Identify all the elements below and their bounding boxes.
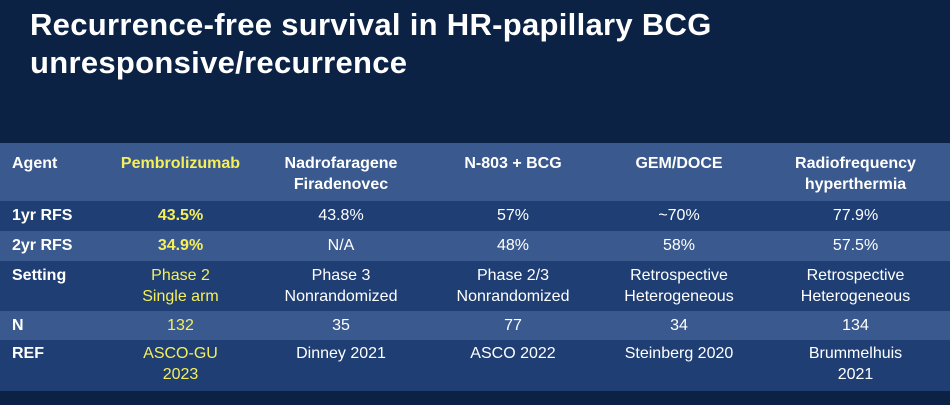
cell-gemdoce-setting: Retrospective Heterogeneous — [597, 261, 761, 311]
cell-pembrolizumab-1yr: 43.5% — [157, 207, 204, 224]
header-nadrofaragene: Nadrofaragene Firadenovec — [253, 143, 429, 201]
setting-line: Phase 2/3 — [476, 267, 550, 284]
cell-gemdoce-n: 34 — [670, 317, 688, 334]
cell-radiofrequency-setting: Retrospective Heterogeneous — [761, 261, 950, 311]
setting-line: Heterogeneous — [624, 288, 734, 305]
row-label-ref: REF — [12, 345, 44, 362]
ref-line: 2023 — [162, 366, 199, 383]
rfs-comparison-table: Agent Pembrolizumab Nadrofaragene Firade… — [0, 143, 950, 391]
cell-nadrofaragene-ref: Dinney 2021 — [253, 340, 429, 391]
ref-line: Steinberg 2020 — [624, 345, 734, 362]
cell-gemdoce-2yr: 58% — [662, 237, 696, 254]
cell-nadrofaragene-n: 35 — [332, 317, 350, 334]
cell-nadrofaragene-1yr: 43.8% — [318, 207, 364, 224]
ref-line: Dinney 2021 — [296, 345, 386, 362]
cell-gemdoce-ref: Steinberg 2020 — [597, 340, 761, 391]
table-row: 1yr RFS 43.5% 43.8% 57% ~70% 77.9% — [0, 201, 950, 231]
cell-n803-n: 77 — [504, 317, 522, 334]
header-n803-bcg: N-803 + BCG — [464, 155, 562, 172]
setting-line: Nonrandomized — [284, 288, 398, 305]
cell-nadrofaragene-setting: Phase 3 Nonrandomized — [253, 261, 429, 311]
header-radiofrequency-line2: hyperthermia — [804, 176, 907, 193]
setting-line: Retrospective — [806, 267, 905, 284]
ref-line: ASCO-GU — [143, 345, 218, 362]
header-radiofrequency: Radiofrequency hyperthermia — [761, 143, 950, 201]
cell-n803-setting: Phase 2/3 Nonrandomized — [429, 261, 597, 311]
setting-line: Retrospective — [630, 267, 728, 284]
row-label-setting: Setting — [12, 267, 67, 284]
ref-line: ASCO 2022 — [470, 345, 556, 362]
title-line-1: Recurrence-free survival in HR-papillary… — [30, 7, 712, 42]
cell-n803-ref: ASCO 2022 — [429, 340, 597, 391]
table-row: REF ASCO-GU 2023 Dinney 2021 ASCO 2022 S… — [0, 340, 950, 391]
setting-line: Single arm — [142, 288, 219, 305]
header-nadrofaragene-line1: Nadrofaragene — [284, 155, 398, 172]
slide-title: Recurrence-free survival in HR-papillary… — [30, 6, 712, 82]
cell-pembrolizumab-setting: Phase 2 Single arm — [108, 261, 253, 311]
setting-line: Heterogeneous — [800, 288, 911, 305]
header-gem-doce: GEM/DOCE — [635, 155, 723, 172]
cell-pembrolizumab-ref: ASCO-GU 2023 — [108, 340, 253, 391]
cell-radiofrequency-1yr: 77.9% — [832, 207, 879, 224]
cell-pembrolizumab-2yr: 34.9% — [157, 237, 204, 254]
cell-pembrolizumab-n: 132 — [167, 317, 194, 334]
cell-n803-2yr: 48% — [496, 237, 530, 254]
header-agent: Agent — [12, 155, 58, 172]
header-radiofrequency-line1: Radiofrequency — [795, 155, 916, 172]
row-label-2yr-rfs: 2yr RFS — [12, 237, 73, 254]
setting-line: Phase 2 — [151, 267, 210, 284]
ref-line: 2021 — [837, 366, 874, 383]
table-row: N 132 35 77 34 134 — [0, 311, 950, 340]
cell-n803-1yr: 57% — [496, 207, 530, 224]
title-line-2: unresponsive/recurrence — [30, 45, 408, 80]
row-label-1yr-rfs: 1yr RFS — [12, 207, 73, 224]
table-header-row: Agent Pembrolizumab Nadrofaragene Firade… — [0, 143, 950, 201]
row-label-n: N — [12, 317, 24, 334]
header-nadrofaragene-line2: Firadenovec — [293, 176, 389, 193]
ref-line: Brummelhuis — [808, 345, 903, 362]
setting-line: Nonrandomized — [456, 288, 570, 305]
cell-nadrofaragene-2yr: N/A — [327, 237, 355, 254]
cell-radiofrequency-ref: Brummelhuis 2021 — [761, 340, 950, 391]
table-row: Setting Phase 2 Single arm Phase 3 Nonra… — [0, 261, 950, 311]
table-row: 2yr RFS 34.9% N/A 48% 58% 57.5% — [0, 231, 950, 261]
setting-line: Phase 3 — [311, 267, 371, 284]
cell-gemdoce-1yr: ~70% — [658, 207, 700, 224]
header-pembrolizumab: Pembrolizumab — [120, 155, 241, 172]
cell-radiofrequency-n: 134 — [842, 317, 869, 334]
cell-radiofrequency-2yr: 57.5% — [832, 237, 879, 254]
